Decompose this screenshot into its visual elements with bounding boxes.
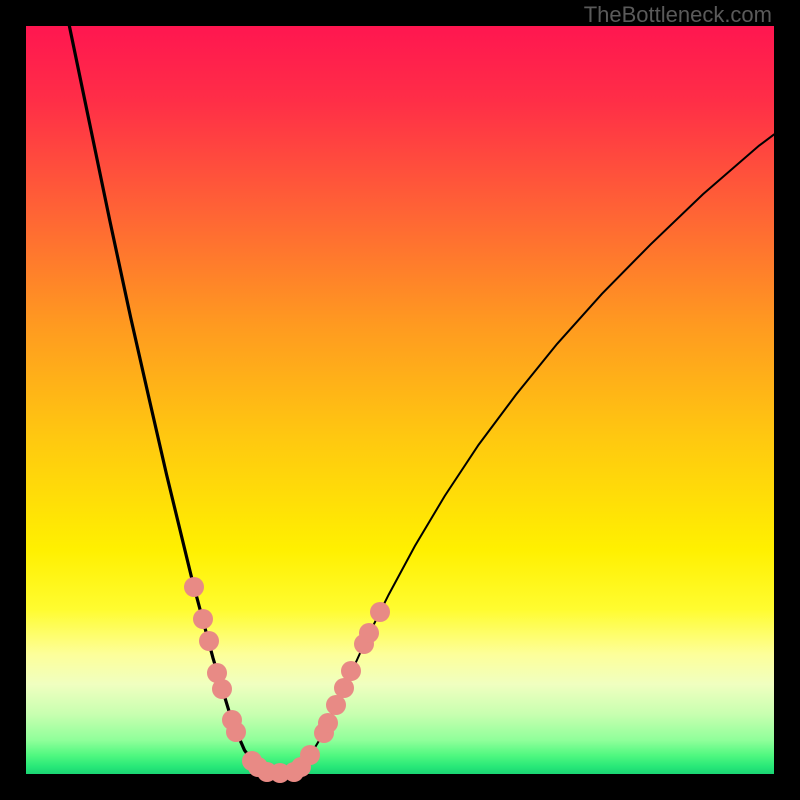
data-point-dot (334, 678, 354, 698)
data-point-dot (318, 713, 338, 733)
data-point-dot (199, 631, 219, 651)
watermark-text: TheBottleneck.com (584, 2, 772, 28)
data-point-dot (226, 722, 246, 742)
data-point-dot (370, 602, 390, 622)
data-point-dot (193, 609, 213, 629)
data-point-dot (300, 745, 320, 765)
data-point-dot (359, 623, 379, 643)
chart-plot-area (26, 26, 774, 774)
data-point-dot (212, 679, 232, 699)
chart-dots-layer (26, 26, 774, 774)
data-point-dot (326, 695, 346, 715)
data-point-dot (184, 577, 204, 597)
data-point-dot (341, 661, 361, 681)
